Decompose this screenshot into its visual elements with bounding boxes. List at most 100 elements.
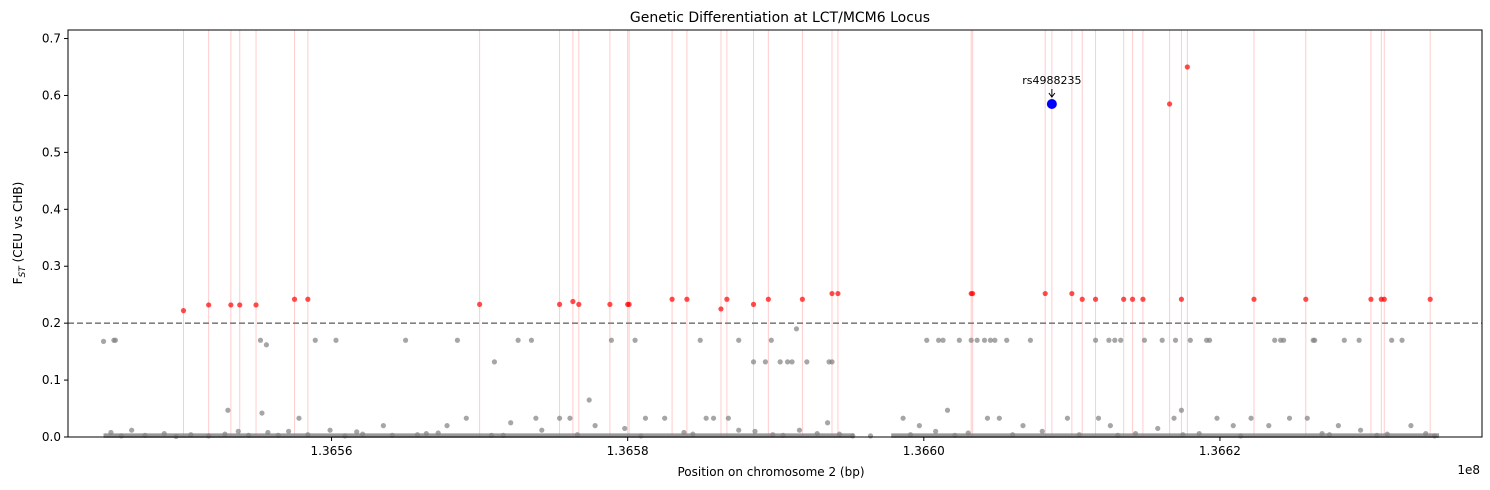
highlighted-snp-point — [1129, 296, 1136, 302]
highlighted-snp-point — [829, 290, 835, 297]
background-snp-point — [632, 337, 638, 343]
background-snp-point — [829, 359, 835, 365]
background-snp-point — [1319, 430, 1325, 437]
background-snp-point — [1423, 430, 1429, 437]
highlighted-snp-point — [1184, 64, 1190, 70]
highlighted-snp-point — [228, 302, 234, 308]
background-snp-point — [257, 337, 264, 343]
background-snp-point — [836, 431, 843, 437]
background-snp-point — [423, 430, 429, 437]
background-snp-point — [768, 337, 774, 343]
background-snp-point — [1357, 427, 1364, 433]
y-tick-label: 0.6 — [42, 88, 61, 102]
background-snp-point — [454, 337, 461, 343]
highlighted-snp-point — [1042, 290, 1048, 297]
background-snp-point — [933, 428, 939, 434]
background-snp-point — [173, 433, 179, 440]
highlighted-snp-point — [750, 301, 757, 307]
background-snp-point — [1118, 337, 1124, 343]
background-snp-point — [900, 415, 906, 421]
background-snp-point — [567, 415, 573, 421]
highlighted-snp-point — [477, 301, 483, 307]
highlighted-snp-point — [684, 296, 690, 302]
highlighted-snp-group — [180, 64, 1433, 314]
highlighted-snp-point — [237, 302, 243, 308]
background-snp-point — [987, 337, 994, 343]
background-snp-group — [100, 326, 1438, 440]
highlighted-snp-point — [556, 301, 563, 307]
background-snp-point — [1141, 337, 1148, 343]
highlighted-snp-point — [576, 301, 582, 307]
focus-snp-point — [1046, 99, 1057, 109]
background-snp-point — [1389, 337, 1395, 343]
highlight-line-group — [182, 30, 1431, 437]
highlighted-snp-point — [180, 308, 187, 314]
background-snp-point — [981, 337, 988, 343]
highlighted-snp-point — [206, 302, 212, 308]
background-snp-point — [1171, 415, 1177, 421]
background-snp-point — [296, 415, 302, 421]
highlighted-snp-point — [1121, 296, 1127, 302]
background-snp-point — [710, 415, 717, 421]
background-snp-point — [112, 337, 118, 343]
background-snp-point — [206, 433, 212, 439]
background-snp-point — [697, 337, 703, 343]
background-snp-point — [265, 429, 271, 436]
highlighted-snp-point — [570, 298, 576, 305]
highlighted-snp-point — [1092, 296, 1099, 302]
background-snp-point — [965, 430, 971, 436]
background-snp-point — [916, 423, 922, 429]
background-snp-point — [1039, 428, 1045, 434]
background-snp-point — [108, 429, 114, 436]
background-snp-point — [956, 337, 962, 343]
y-axis-label: FST (CEU vs CHB) — [11, 182, 28, 285]
background-snp-point — [750, 359, 757, 365]
background-snp-point — [824, 420, 831, 426]
background-snp-point — [940, 337, 946, 343]
highlighted-snp-point — [1381, 296, 1387, 302]
plot-frame — [67, 29, 1483, 438]
highlighted-snp-point — [1140, 296, 1146, 302]
background-snp-point — [100, 338, 107, 344]
background-snp-point — [762, 359, 768, 365]
background-snp-point — [1326, 432, 1333, 438]
background-snp-point — [1095, 415, 1102, 421]
background-snp-point — [1076, 432, 1082, 438]
background-snp-point — [225, 407, 231, 413]
background-snp-point — [402, 337, 409, 343]
background-snp-point — [1155, 425, 1161, 432]
highlighted-snp-point — [669, 296, 675, 302]
background-snp-point — [642, 415, 649, 421]
focus-snp-group: rs4988235 — [1022, 74, 1082, 109]
highlighted-snp-point — [799, 296, 805, 302]
background-snp-point — [533, 415, 539, 421]
chart-title: Genetic Differentiation at LCT/MCM6 Locu… — [630, 10, 930, 26]
background-snp-point — [444, 423, 450, 429]
background-snp-point — [1027, 337, 1034, 343]
background-snp-point — [380, 423, 386, 429]
background-snp-point — [515, 337, 521, 343]
background-snp-point — [1341, 337, 1347, 343]
highlighted-snp-point — [765, 296, 771, 302]
background-snp-point — [770, 432, 776, 438]
background-snp-point — [996, 415, 1002, 421]
highlighted-snp-point — [718, 306, 724, 312]
background-snp-point — [592, 423, 598, 429]
highlighted-snp-point — [1303, 296, 1309, 302]
background-snp-point — [354, 429, 360, 435]
background-snp-point — [312, 337, 318, 343]
background-snp-point — [414, 432, 421, 438]
background-snp-point — [1010, 432, 1016, 438]
background-snp-point — [305, 432, 311, 438]
background-snp-point — [1304, 415, 1310, 421]
y-tick-label: 0.2 — [42, 316, 61, 330]
background-snp-point — [1132, 430, 1139, 437]
background-snp-point — [259, 410, 265, 416]
background-snp-point — [1187, 337, 1193, 343]
x-tick-label: 1.3658 — [607, 444, 649, 458]
background-snp-point — [1399, 337, 1405, 343]
background-snp-point — [1196, 430, 1202, 437]
background-snp-point — [1064, 415, 1071, 421]
background-snp-point — [1230, 423, 1236, 429]
